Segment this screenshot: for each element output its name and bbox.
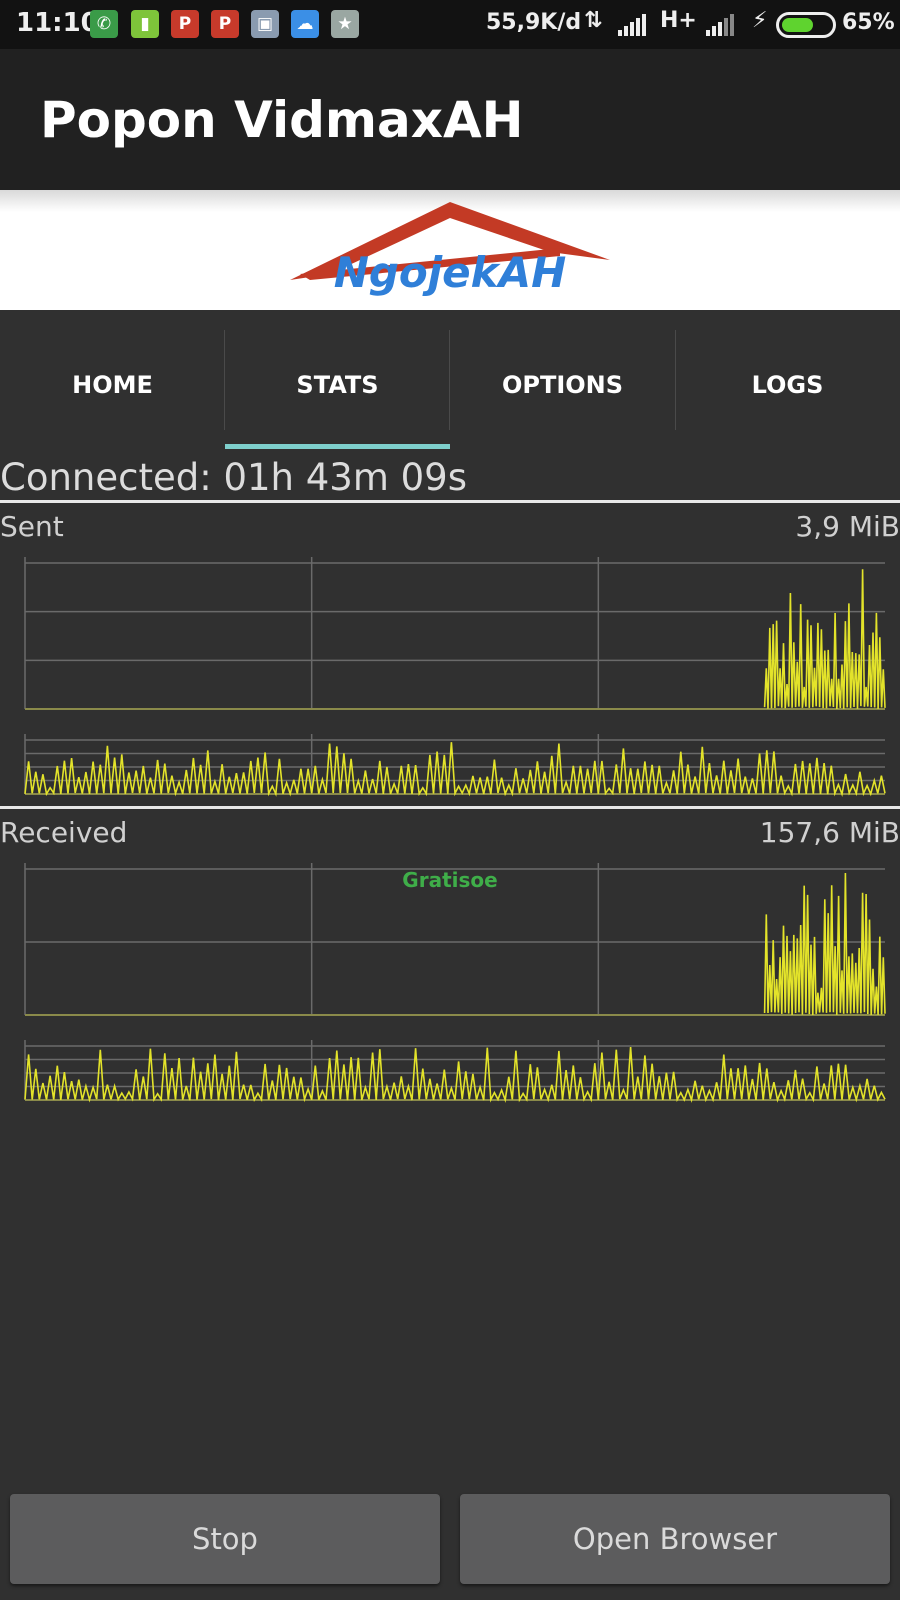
- received-history-trace: [24, 1047, 886, 1104]
- open-browser-button[interactable]: Open Browser: [460, 1494, 890, 1584]
- received-history-grid: [24, 1040, 885, 1101]
- section-divider: [0, 806, 900, 809]
- logo-text: NgojekAH: [334, 248, 567, 297]
- data-arrows-icon: ⇅: [584, 8, 603, 33]
- signal-icon: [706, 14, 734, 36]
- charging-icon: ⚡: [752, 8, 768, 33]
- cloud-icon: ☁: [291, 10, 319, 38]
- received-graph-detail: [24, 863, 886, 1016]
- received-value: 157,6 MiB: [759, 816, 900, 849]
- gallery-icon: ▣: [251, 10, 279, 38]
- sent-graph-history: [24, 734, 886, 797]
- net-speed: 55,9K/d: [486, 10, 582, 35]
- play-games-icon: ★: [331, 10, 359, 38]
- tab-home[interactable]: HOME: [72, 371, 153, 399]
- app-bar: Popon VidmaxAH: [0, 49, 900, 190]
- tab-divider: [449, 330, 450, 430]
- app-title: Popon VidmaxAH: [40, 91, 524, 149]
- gratisoe-label: Gratisoe: [402, 868, 498, 892]
- battery-percent: 65%: [842, 10, 895, 35]
- sent-graph-detail: [24, 557, 886, 710]
- status-bar: 11:10 ✆ ▮ P P ▣ ☁ ★ 55,9K/d ⇅ H+ ⚡ 65%: [0, 0, 900, 49]
- banner: NgojekAH: [0, 190, 900, 310]
- received-graph-history: [24, 1040, 886, 1104]
- status-time: 11:10: [16, 8, 99, 38]
- sent-value: 3,9 MiB: [795, 510, 900, 543]
- received-detail-trace: [763, 872, 886, 1016]
- tab-divider: [675, 330, 676, 430]
- connected-duration: Connected: 01h 43m 09s: [0, 456, 467, 499]
- battery-icon: [776, 12, 836, 38]
- whatsapp-icon: ✆: [90, 10, 118, 38]
- banner-shadow: [0, 190, 900, 212]
- psiphon-icon: P: [171, 10, 199, 38]
- tab-divider: [224, 330, 225, 430]
- tab-bar: HOME STATS OPTIONS LOGS: [0, 310, 900, 450]
- battery-app-icon: ▮: [131, 10, 159, 38]
- tab-stats[interactable]: STATS: [296, 371, 379, 399]
- received-label: Received: [0, 816, 128, 849]
- tab-selected-indicator: [225, 444, 450, 449]
- battery-level-fill: [782, 18, 813, 32]
- signal-icon: [618, 14, 646, 36]
- tab-logs[interactable]: LOGS: [751, 371, 824, 399]
- sent-history-trace: [24, 742, 886, 797]
- section-divider: [0, 500, 900, 503]
- sent-detail-trace: [763, 569, 886, 709]
- ngojekah-logo: NgojekAH: [290, 202, 610, 297]
- psiphon-icon: P: [211, 10, 239, 38]
- stop-button[interactable]: Stop: [10, 1494, 440, 1584]
- network-type: H+: [660, 8, 697, 33]
- received-detail-grid: [24, 863, 885, 1016]
- sent-label: Sent: [0, 510, 64, 543]
- sent-detail-grid: [24, 557, 885, 710]
- tab-options[interactable]: OPTIONS: [501, 371, 624, 399]
